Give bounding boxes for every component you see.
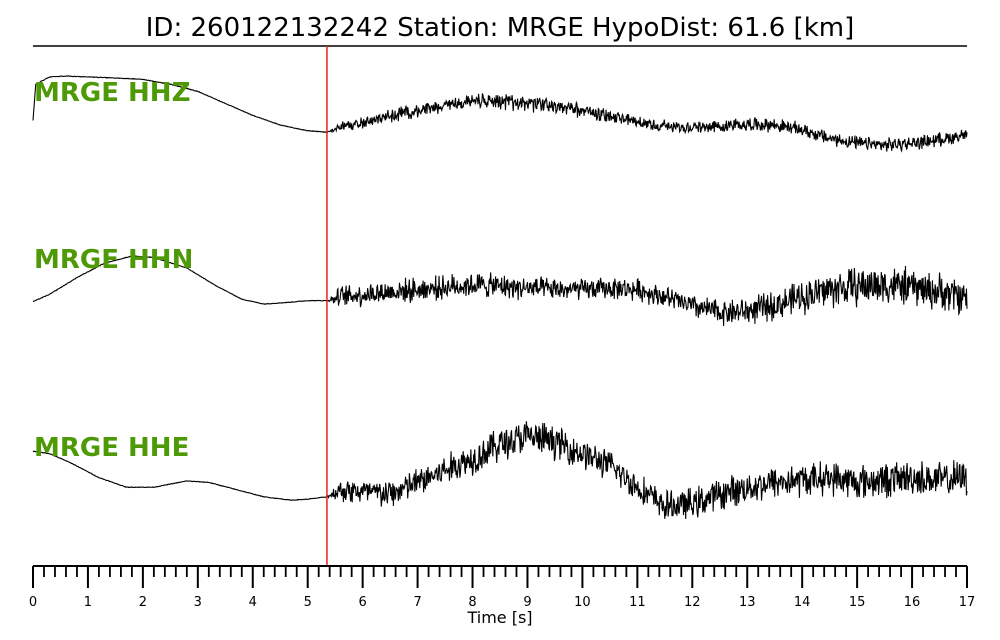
trace-mrge-hhn <box>32 255 968 326</box>
tick-label: 10 <box>574 595 591 610</box>
tick-label: 16 <box>904 595 921 610</box>
tick-label: 17 <box>959 595 976 610</box>
tick-label: 7 <box>413 595 421 610</box>
tick-label: 14 <box>794 595 811 610</box>
x-axis-label: Time [s] <box>466 608 532 627</box>
channel-label-mrge-hhn: MRGE HHN <box>34 245 193 275</box>
tick-label: 2 <box>139 595 147 610</box>
tick-label: 12 <box>684 595 701 610</box>
tick-label: 15 <box>849 595 866 610</box>
time-axis: 0 1 2 3 4 5 6 7 8 9 10 11 12 13 14 15 16 17 <box>29 565 976 610</box>
tick-label: 1 <box>84 595 92 610</box>
trace-layer <box>32 75 968 519</box>
tick-label: 8 <box>468 595 476 610</box>
tick-label: 13 <box>739 595 756 610</box>
tick-label: 0 <box>29 595 37 610</box>
tick-label: 9 <box>523 595 531 610</box>
trace-mrge-hhz <box>32 75 968 153</box>
tick-label: 5 <box>304 595 312 610</box>
tick-label: 6 <box>359 595 367 610</box>
chart-title: ID: 260122132242 Station: MRGE HypoDist:… <box>146 13 854 43</box>
tick-label: 3 <box>194 595 202 610</box>
channel-label-mrge-hhz: MRGE HHZ <box>34 78 190 108</box>
tick-label: 11 <box>629 595 646 610</box>
channel-label-mrge-hhe: MRGE HHE <box>34 433 189 463</box>
channel-label-layer: MRGE HHZ MRGE HHN MRGE HHE <box>34 78 193 463</box>
trace-mrge-hhe <box>32 421 968 519</box>
tick-label: 4 <box>249 595 257 610</box>
